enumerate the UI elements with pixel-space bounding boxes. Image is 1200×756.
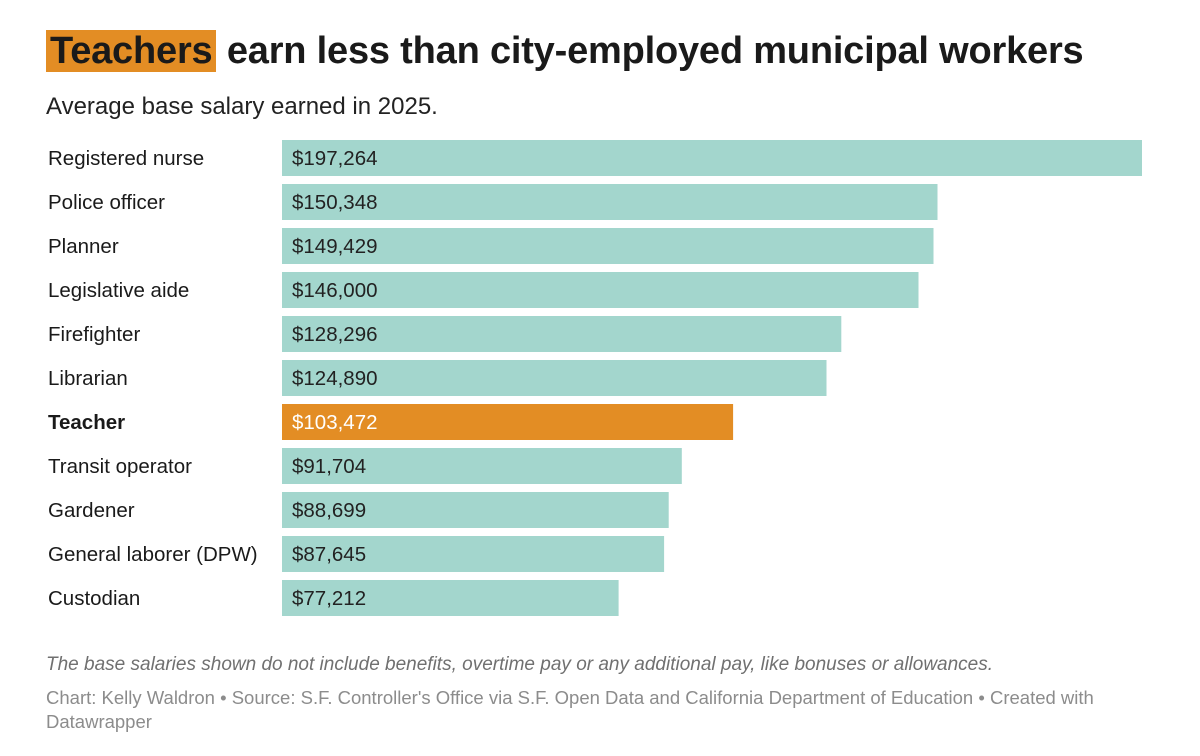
bar-row: Planner $149,429: [48, 228, 934, 264]
bar-row: Police officer $150,348: [48, 184, 938, 220]
bar-row: Registered nurse $197,264: [48, 140, 1142, 176]
bar-row: General laborer (DPW) $87,645: [48, 536, 665, 572]
value-label: $150,348: [292, 191, 378, 214]
category-label: Registered nurse: [48, 147, 204, 170]
bar-row: Gardener $88,699: [48, 492, 669, 528]
chart-note: The base salaries shown do not include b…: [46, 654, 994, 675]
bar: [282, 316, 842, 352]
bar: [282, 448, 682, 484]
category-label: Librarian: [48, 367, 128, 390]
value-label: $87,645: [292, 543, 366, 566]
value-label: $88,699: [292, 499, 366, 522]
title-highlight: Teachers: [46, 30, 217, 72]
bar: [282, 492, 669, 528]
category-label: Teacher: [48, 411, 125, 434]
category-label: Transit operator: [48, 455, 192, 478]
chart-subtitle: Average base salary earned in 2025.: [46, 93, 438, 120]
category-label: Custodian: [48, 587, 140, 610]
bar-row: Librarian $124,890: [48, 360, 827, 396]
chart-credits: Chart: Kelly Waldron • Source: S.F. Cont…: [46, 687, 1094, 732]
bar-row: Teacher $103,472: [48, 404, 734, 440]
value-label: $91,704: [292, 455, 366, 478]
bar-row: Custodian $77,212: [48, 580, 619, 616]
category-label: General laborer (DPW): [48, 543, 258, 566]
chart-title: Teachers earn less than city-employed mu…: [46, 26, 1084, 76]
category-label: Firefighter: [48, 323, 140, 346]
category-label: Planner: [48, 235, 119, 258]
value-label: $146,000: [292, 279, 378, 302]
bar: [282, 404, 734, 440]
value-label: $77,212: [292, 587, 366, 610]
bar: [282, 228, 934, 264]
category-label: Legislative aide: [48, 279, 189, 302]
bar-row: Firefighter $128,296: [48, 316, 842, 352]
bar-row: Transit operator $91,704: [48, 448, 682, 484]
value-label: $197,264: [292, 147, 378, 170]
value-label: $128,296: [292, 323, 378, 346]
bar: [282, 140, 1142, 176]
value-label: $103,472: [292, 411, 378, 434]
category-label: Gardener: [48, 499, 135, 522]
bar: [282, 272, 919, 308]
bar: [282, 360, 827, 396]
category-label: Police officer: [48, 191, 165, 214]
title-rest: earn less than city-employed municipal w…: [226, 30, 1084, 72]
value-label: $149,429: [292, 235, 378, 258]
bar-row: Legislative aide $146,000: [48, 272, 919, 308]
bar: [282, 536, 665, 572]
bar: [282, 580, 619, 616]
salary-bar-chart: Registered nurse $197,264 Police officer $1…: [48, 140, 1142, 616]
bar: [282, 184, 938, 220]
value-label: $124,890: [292, 367, 378, 390]
